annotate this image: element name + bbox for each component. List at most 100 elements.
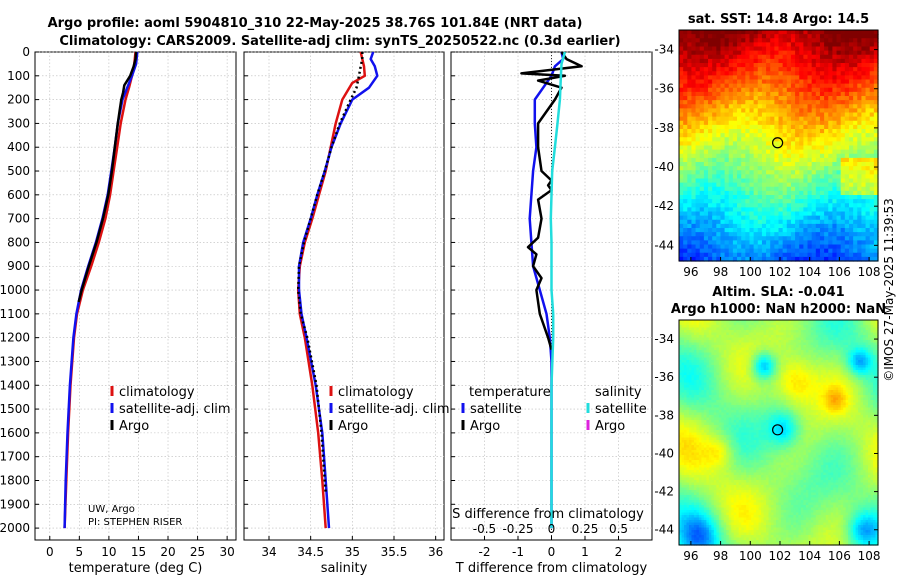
heatmap-cell [870, 352, 874, 356]
heatmap-cell [758, 357, 762, 361]
heatmap-cell [840, 240, 846, 246]
heatmap-cell [716, 79, 722, 85]
heatmap-cell [778, 360, 782, 364]
heatmap-cell [745, 141, 751, 147]
heatmap-cell [855, 325, 859, 329]
heatmap-cell [712, 190, 717, 196]
heatmap-cell [732, 96, 738, 101]
heatmap-cell [749, 145, 755, 151]
heatmap-cell [703, 352, 707, 356]
heatmap-cell [733, 330, 737, 334]
heatmap-cell [848, 63, 854, 68]
heatmap-cell [830, 350, 834, 354]
heatmap-cell [813, 360, 817, 364]
heatmap-cell [776, 370, 780, 374]
heatmap-cell [805, 367, 809, 371]
heatmap-cell [691, 170, 697, 175]
heatmap-cell [679, 153, 684, 159]
heatmap-cell [836, 215, 842, 221]
heatmap-cell [832, 236, 838, 241]
heatmap-cell [770, 166, 775, 171]
heatmap-cell [761, 370, 765, 374]
heatmap-cell [745, 211, 751, 217]
heatmap-cell [720, 153, 726, 159]
heatmap-cell [808, 375, 812, 379]
heatmap-cell [693, 367, 698, 371]
heatmap-cell [761, 203, 767, 208]
heatmap-cell [865, 91, 871, 97]
heatmap-cell [819, 178, 825, 184]
heatmap-cell [873, 157, 879, 163]
heatmap-cell [783, 352, 787, 356]
heatmap-cell [698, 347, 702, 351]
heatmap-cell [718, 357, 722, 361]
heatmap-cell [691, 87, 697, 93]
heatmap-cell [749, 228, 755, 233]
heatmap-cell [695, 182, 701, 188]
heatmap-cell [873, 87, 879, 93]
heatmap-cell [745, 166, 751, 171]
heatmap-cell [688, 340, 693, 344]
heatmap-cell [836, 153, 842, 159]
heatmap-cell [850, 380, 854, 384]
heatmap-cell [728, 367, 732, 371]
heatmap-cell [833, 337, 837, 341]
heatmap-cell [745, 34, 751, 39]
heatmap-cell [783, 357, 787, 361]
heatmap-cell [720, 174, 726, 180]
heatmap-cell [766, 320, 770, 324]
heatmap-cell [718, 320, 722, 324]
heatmap-cell [868, 375, 872, 379]
heatmap-cell [848, 195, 854, 200]
heatmap-cell [687, 170, 693, 175]
heatmap-cell [746, 382, 750, 386]
heatmap-cell [782, 157, 788, 163]
heatmap-cell [858, 360, 862, 364]
heatmap-cell [741, 67, 746, 72]
heatmap-cell [790, 116, 796, 122]
heatmap-cell [803, 104, 809, 109]
heatmap-cell [840, 58, 846, 64]
heatmap-cell [783, 367, 787, 371]
heatmap-cell [731, 332, 735, 336]
heatmap-cell [843, 380, 847, 384]
heatmap-cell [691, 370, 695, 374]
heatmap-cell [832, 71, 838, 76]
heatmap-cell [861, 186, 867, 192]
heatmap-cell [699, 256, 705, 262]
heatmap-cell [718, 382, 722, 386]
heatmap-cell [713, 372, 717, 376]
heatmap-cell [681, 327, 685, 331]
heatmap-cell [800, 365, 804, 369]
heatmap-cell [743, 347, 747, 351]
heatmap-cell [844, 252, 850, 258]
heatmap-cell [713, 360, 717, 364]
heatmap-cell [782, 207, 788, 213]
heatmap-cell [836, 54, 842, 60]
heatmap-cell [798, 360, 802, 364]
x-tick-label: 0 [46, 545, 54, 559]
heatmap-cell [815, 370, 819, 374]
heatmap-cell [732, 232, 738, 237]
heatmap-cell [780, 322, 785, 326]
heatmap-cell [853, 335, 857, 339]
heatmap-cell [738, 362, 742, 366]
heatmap-cell [761, 352, 765, 356]
heatmap-cell [811, 256, 817, 262]
heatmap-cell [693, 327, 698, 331]
heatmap-cell [810, 327, 814, 331]
heatmap-cell [830, 325, 834, 329]
heatmap-cell [712, 228, 717, 233]
heatmap-cell [793, 377, 797, 381]
heatmap-cell [808, 342, 812, 346]
heatmap-cell [830, 342, 834, 346]
heatmap-cell [711, 370, 715, 374]
heatmap-cell [724, 75, 730, 81]
heatmap-cell [865, 83, 871, 89]
heatmap-cell [731, 340, 735, 344]
heatmap-cell [798, 355, 802, 359]
heatmap-cell [711, 337, 715, 341]
heatmap-cell [824, 223, 829, 229]
heatmap-cell [711, 330, 715, 334]
heatmap-cell [799, 133, 804, 138]
